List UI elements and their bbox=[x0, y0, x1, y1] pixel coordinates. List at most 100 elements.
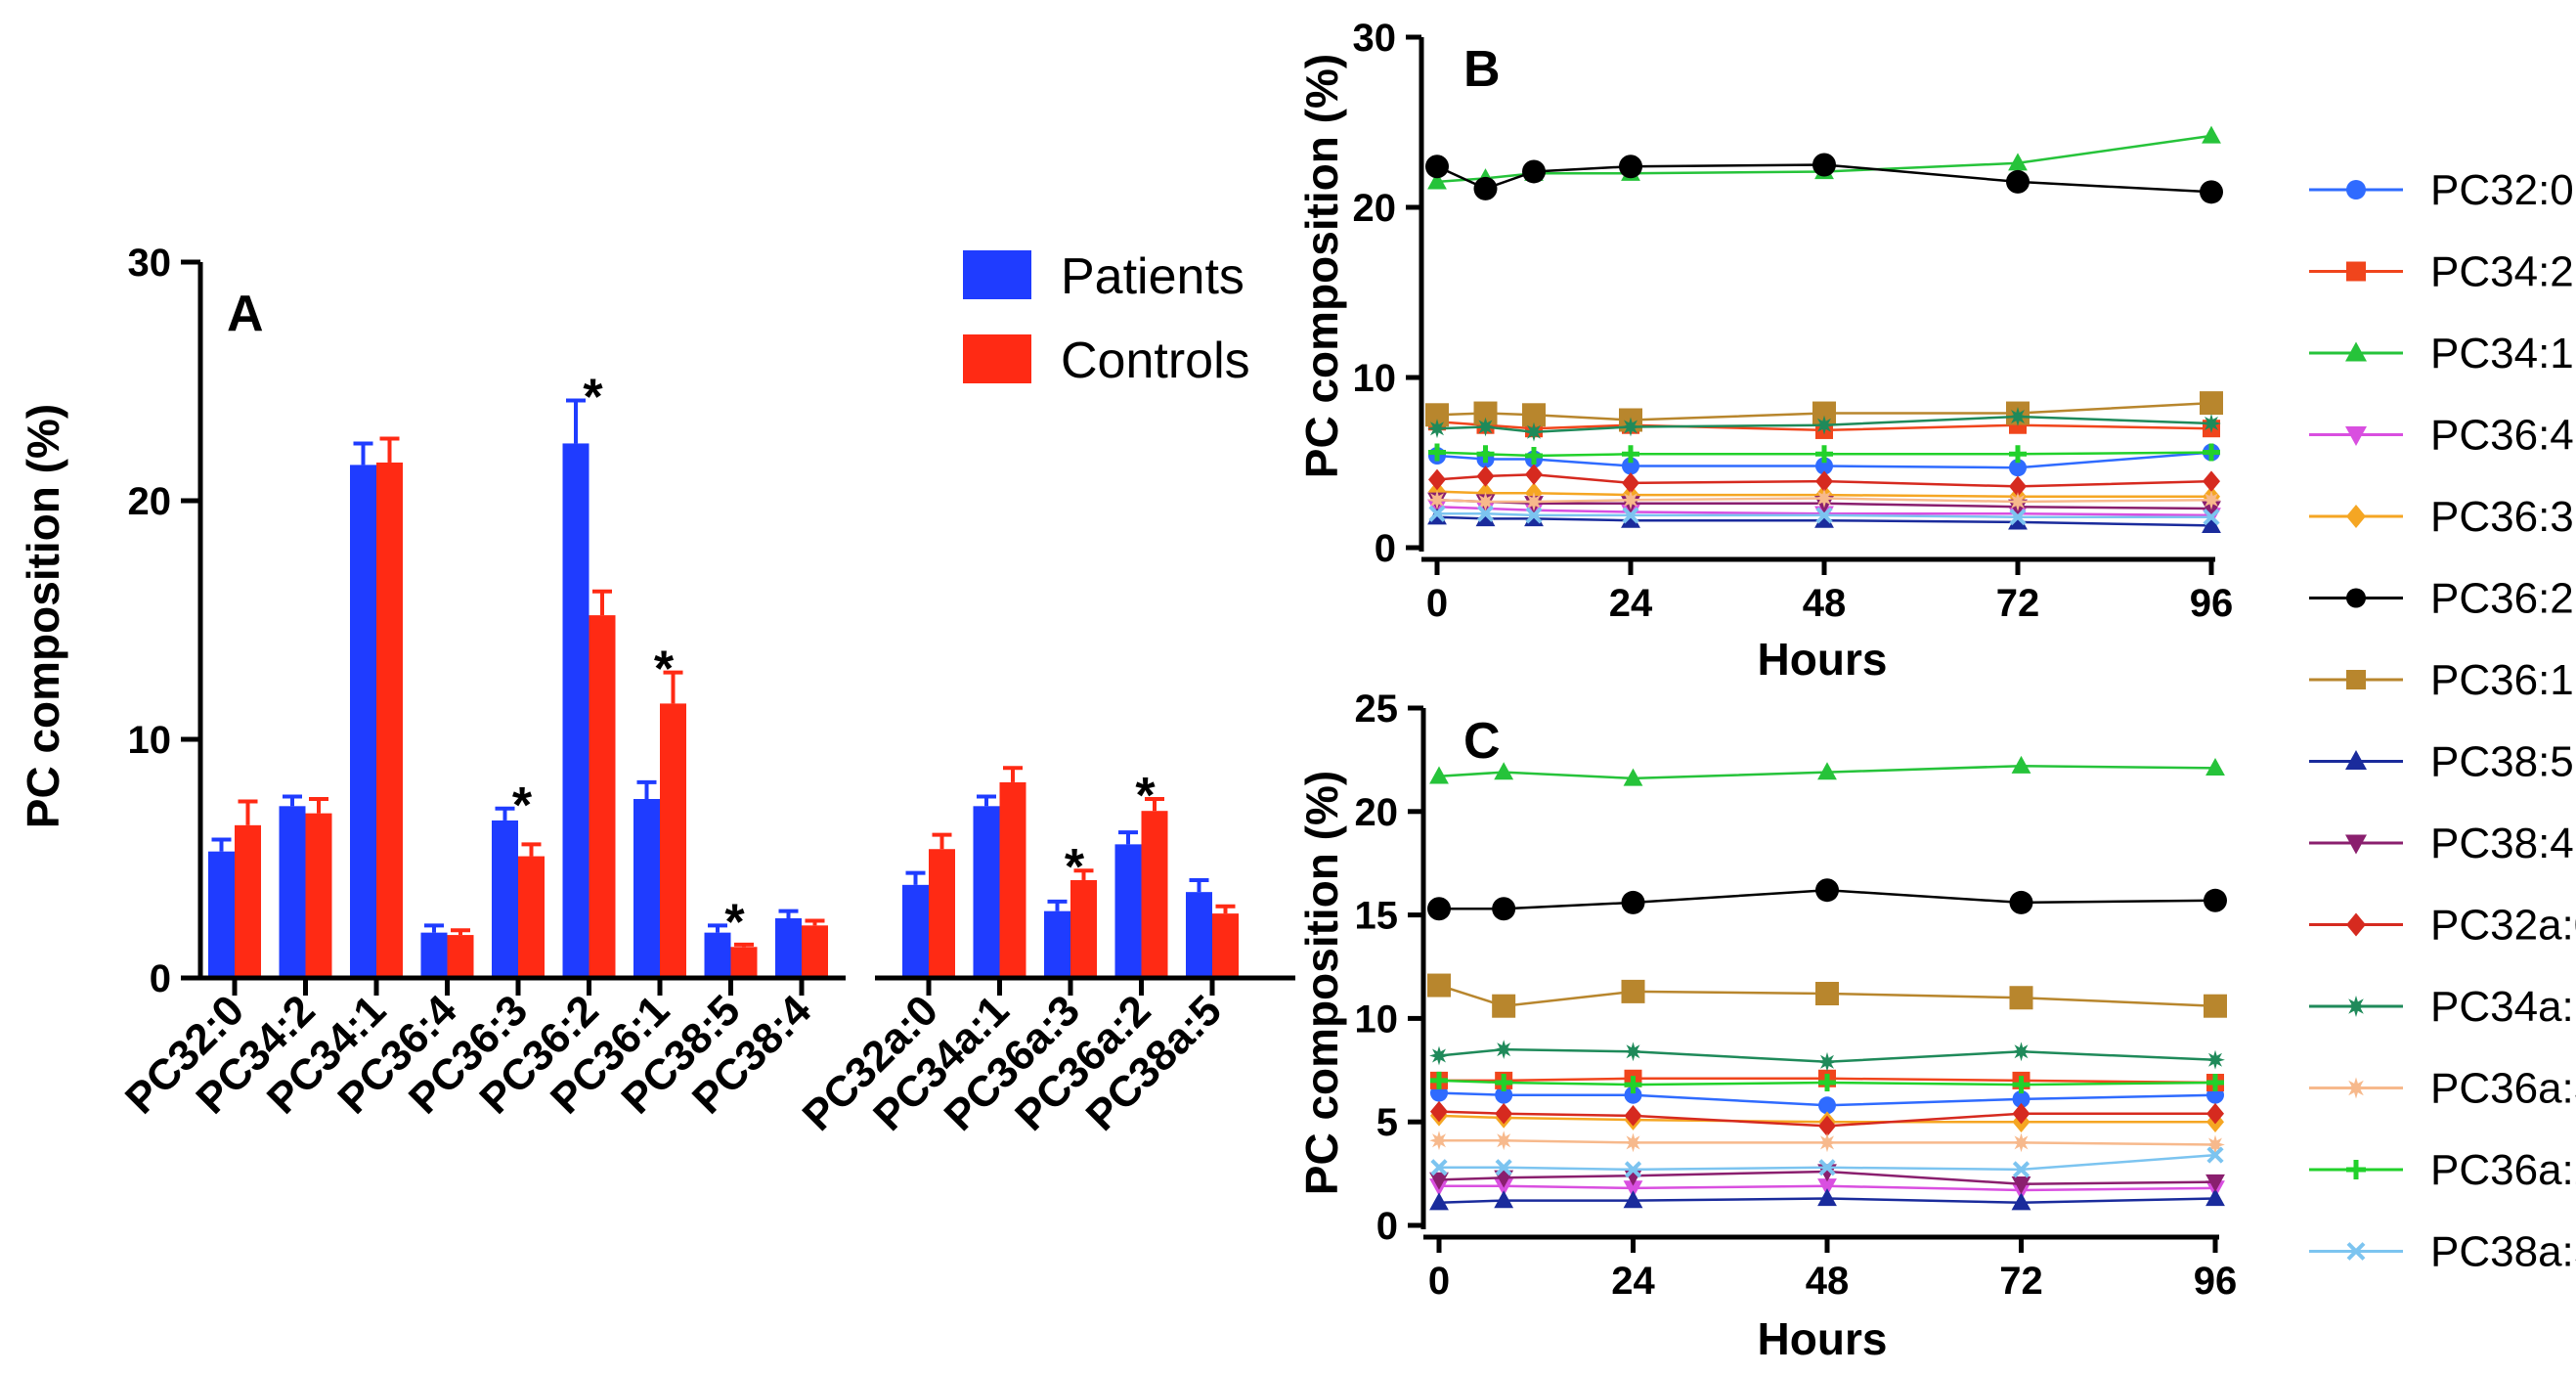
point-pc38-5-0 bbox=[1429, 1192, 1449, 1211]
point-pc34a-1-0 bbox=[1429, 1045, 1449, 1066]
y-tick-label-15: 15 bbox=[1355, 895, 1399, 938]
point-pc38-5-24 bbox=[1623, 1190, 1643, 1209]
series-line-pc38-5 bbox=[1438, 1197, 2216, 1204]
y-tick-label-10: 10 bbox=[1355, 998, 1399, 1041]
point-pc32-0-24 bbox=[1622, 457, 1639, 475]
point-pc32a-0-8 bbox=[1495, 1102, 1513, 1125]
y-tick-label-0: 0 bbox=[1376, 1205, 1398, 1248]
point-pc34-1-8 bbox=[1494, 762, 1514, 780]
point-pc36a-2-48 bbox=[1815, 445, 1833, 464]
legend-label-pc38a-5: PC38a:5 bbox=[2430, 1228, 2576, 1276]
legend-label-pc36-3: PC36:3 bbox=[2430, 493, 2574, 541]
legend-marker-pc36a-2 bbox=[2346, 1160, 2366, 1179]
panel-c-y-axis-label: PC composition (%) bbox=[1296, 771, 1347, 1195]
point-pc38a-5-0 bbox=[1430, 1159, 1448, 1176]
point-pc36-2-0 bbox=[1425, 155, 1449, 179]
bar-controls-pc32-0 bbox=[235, 824, 261, 978]
series-line-pc32-0 bbox=[1438, 1091, 2216, 1107]
point-pc32-0-72 bbox=[2012, 1089, 2030, 1108]
point-pc38a-5-24 bbox=[1624, 1161, 1642, 1178]
point-pc36a-3-0 bbox=[1429, 1131, 1449, 1151]
point-pc38-4-0 bbox=[1429, 1172, 1449, 1190]
y-tick-label-0: 0 bbox=[1375, 527, 1396, 570]
point-pc34a-1-24 bbox=[1623, 1042, 1643, 1062]
bar-patients-pc34a-1 bbox=[973, 806, 1000, 978]
point-pc36-1-0 bbox=[1427, 973, 1451, 998]
point-pc32a-0-96 bbox=[2206, 1102, 2224, 1125]
point-pc36a-3-24 bbox=[1621, 490, 1640, 510]
point-pc36a-3-24 bbox=[1623, 1132, 1643, 1153]
point-pc34-1-0 bbox=[1427, 171, 1447, 190]
x-tick-label-24: 24 bbox=[1611, 1260, 1655, 1303]
point-pc36a-2-0 bbox=[1430, 1071, 1448, 1089]
panel-c-line-chart: C PC composition (%) Hours 0 5 10 15 20 25 0 24… bbox=[1296, 688, 2237, 1364]
point-pc36a-3-72 bbox=[2011, 1132, 2031, 1153]
significance-mark-pc36-2: * bbox=[583, 370, 603, 426]
line-chart-legend: PC32:0 PC34:2 PC34:1 PC36:4 PC36:3 PC36:2 PC36… bbox=[2309, 166, 2576, 1276]
point-pc34-1-48 bbox=[1817, 762, 1837, 780]
bar-patients-pc36-2 bbox=[562, 443, 589, 978]
legend-label-pc32-0: PC32:0 bbox=[2430, 166, 2574, 214]
point-pc32-0-24 bbox=[1624, 1086, 1642, 1104]
significance-mark-pc36-1: * bbox=[654, 642, 675, 698]
point-pc36-1-96 bbox=[2200, 391, 2223, 416]
legend-marker-pc32-0 bbox=[2346, 180, 2366, 200]
point-pc38a-5-72 bbox=[2009, 509, 2027, 526]
bar-controls-pc38a-5 bbox=[1212, 913, 1239, 978]
panel-a-y-axis-label: PC composition (%) bbox=[18, 404, 68, 828]
bar-controls-pc34-2 bbox=[305, 813, 332, 978]
legend-marker-pc34a-1 bbox=[2345, 996, 2367, 1017]
x-tick-label-96: 96 bbox=[2194, 1260, 2238, 1303]
significance-mark-pc36a-2: * bbox=[1135, 768, 1156, 824]
point-pc38-5-72 bbox=[2008, 511, 2028, 530]
bar-controls-pc36-3 bbox=[518, 856, 545, 978]
series-line-pc34-2 bbox=[1439, 1077, 2216, 1085]
panel-a-legend: Patients Controls bbox=[963, 248, 1250, 389]
point-pc34-1-72 bbox=[2011, 755, 2031, 774]
point-pc38-5-48 bbox=[1817, 1188, 1837, 1207]
bar-controls-pc38-5 bbox=[730, 947, 758, 978]
legend-swatch-patients bbox=[963, 250, 1031, 299]
point-pc38a-5-24 bbox=[1622, 507, 1639, 524]
legend-marker-pc36-2 bbox=[2346, 588, 2366, 608]
point-pc38-5-96 bbox=[2205, 1188, 2225, 1207]
legend-label-pc34-1: PC34:1 bbox=[2430, 330, 2574, 377]
point-pc36-1-8 bbox=[1492, 994, 1516, 1018]
y-tick-label-30: 30 bbox=[1353, 17, 1397, 60]
legend-marker-pc36-4 bbox=[2345, 426, 2367, 446]
point-pc36-2-6 bbox=[1473, 176, 1498, 200]
legend-label-controls: Controls bbox=[1061, 333, 1250, 389]
point-pc38a-5-72 bbox=[2012, 1161, 2030, 1178]
point-pc36-2-72 bbox=[2009, 890, 2033, 914]
panel-b-plot-area: 0 10 20 30 0 24 48 72 96 bbox=[1353, 17, 2234, 625]
point-pc32-0-72 bbox=[2009, 459, 2027, 477]
point-pc32a-0-12 bbox=[1525, 464, 1543, 485]
point-pc32a-0-96 bbox=[2203, 470, 2220, 492]
point-pc36-1-96 bbox=[2204, 994, 2227, 1018]
legend-marker-pc34-2 bbox=[2346, 261, 2366, 282]
y-tick-label-10: 10 bbox=[1353, 357, 1397, 400]
point-pc34a-1-8 bbox=[1494, 1040, 1514, 1059]
point-pc36-4-24 bbox=[1623, 1180, 1643, 1199]
bar-patients-pc34-1 bbox=[350, 465, 376, 978]
bar-patients-pc36-4 bbox=[420, 932, 448, 978]
point-pc38a-5-96 bbox=[2203, 509, 2220, 526]
point-pc36-2-12 bbox=[1522, 159, 1546, 184]
point-pc32-0-48 bbox=[1818, 1096, 1836, 1115]
point-pc32a-0-72 bbox=[2009, 475, 2027, 498]
bar-patients-pc38-5 bbox=[704, 932, 731, 978]
panel-c-x-axis-label: Hours bbox=[1758, 1313, 1888, 1364]
point-pc32-0-8 bbox=[1495, 1086, 1513, 1104]
bar-controls-pc36-2 bbox=[589, 615, 616, 978]
point-pc34a-1-24 bbox=[1621, 417, 1640, 437]
point-pc36-2-24 bbox=[1619, 155, 1642, 179]
x-tick-label-0: 0 bbox=[1426, 582, 1448, 625]
legend-label-pc36a-2: PC36a:2 bbox=[2430, 1146, 2576, 1194]
legend-label-pc34-2: PC34:2 bbox=[2430, 248, 2574, 296]
point-pc36-1-24 bbox=[1621, 979, 1645, 1003]
bar-controls-pc38-4 bbox=[802, 925, 828, 978]
panel-b-x-axis-label: Hours bbox=[1758, 634, 1888, 685]
bar-controls-pc36-4 bbox=[447, 935, 474, 978]
legend-label-pc32a-0: PC32a:0 bbox=[2430, 902, 2576, 950]
point-pc34a-1-96 bbox=[2205, 1049, 2225, 1070]
